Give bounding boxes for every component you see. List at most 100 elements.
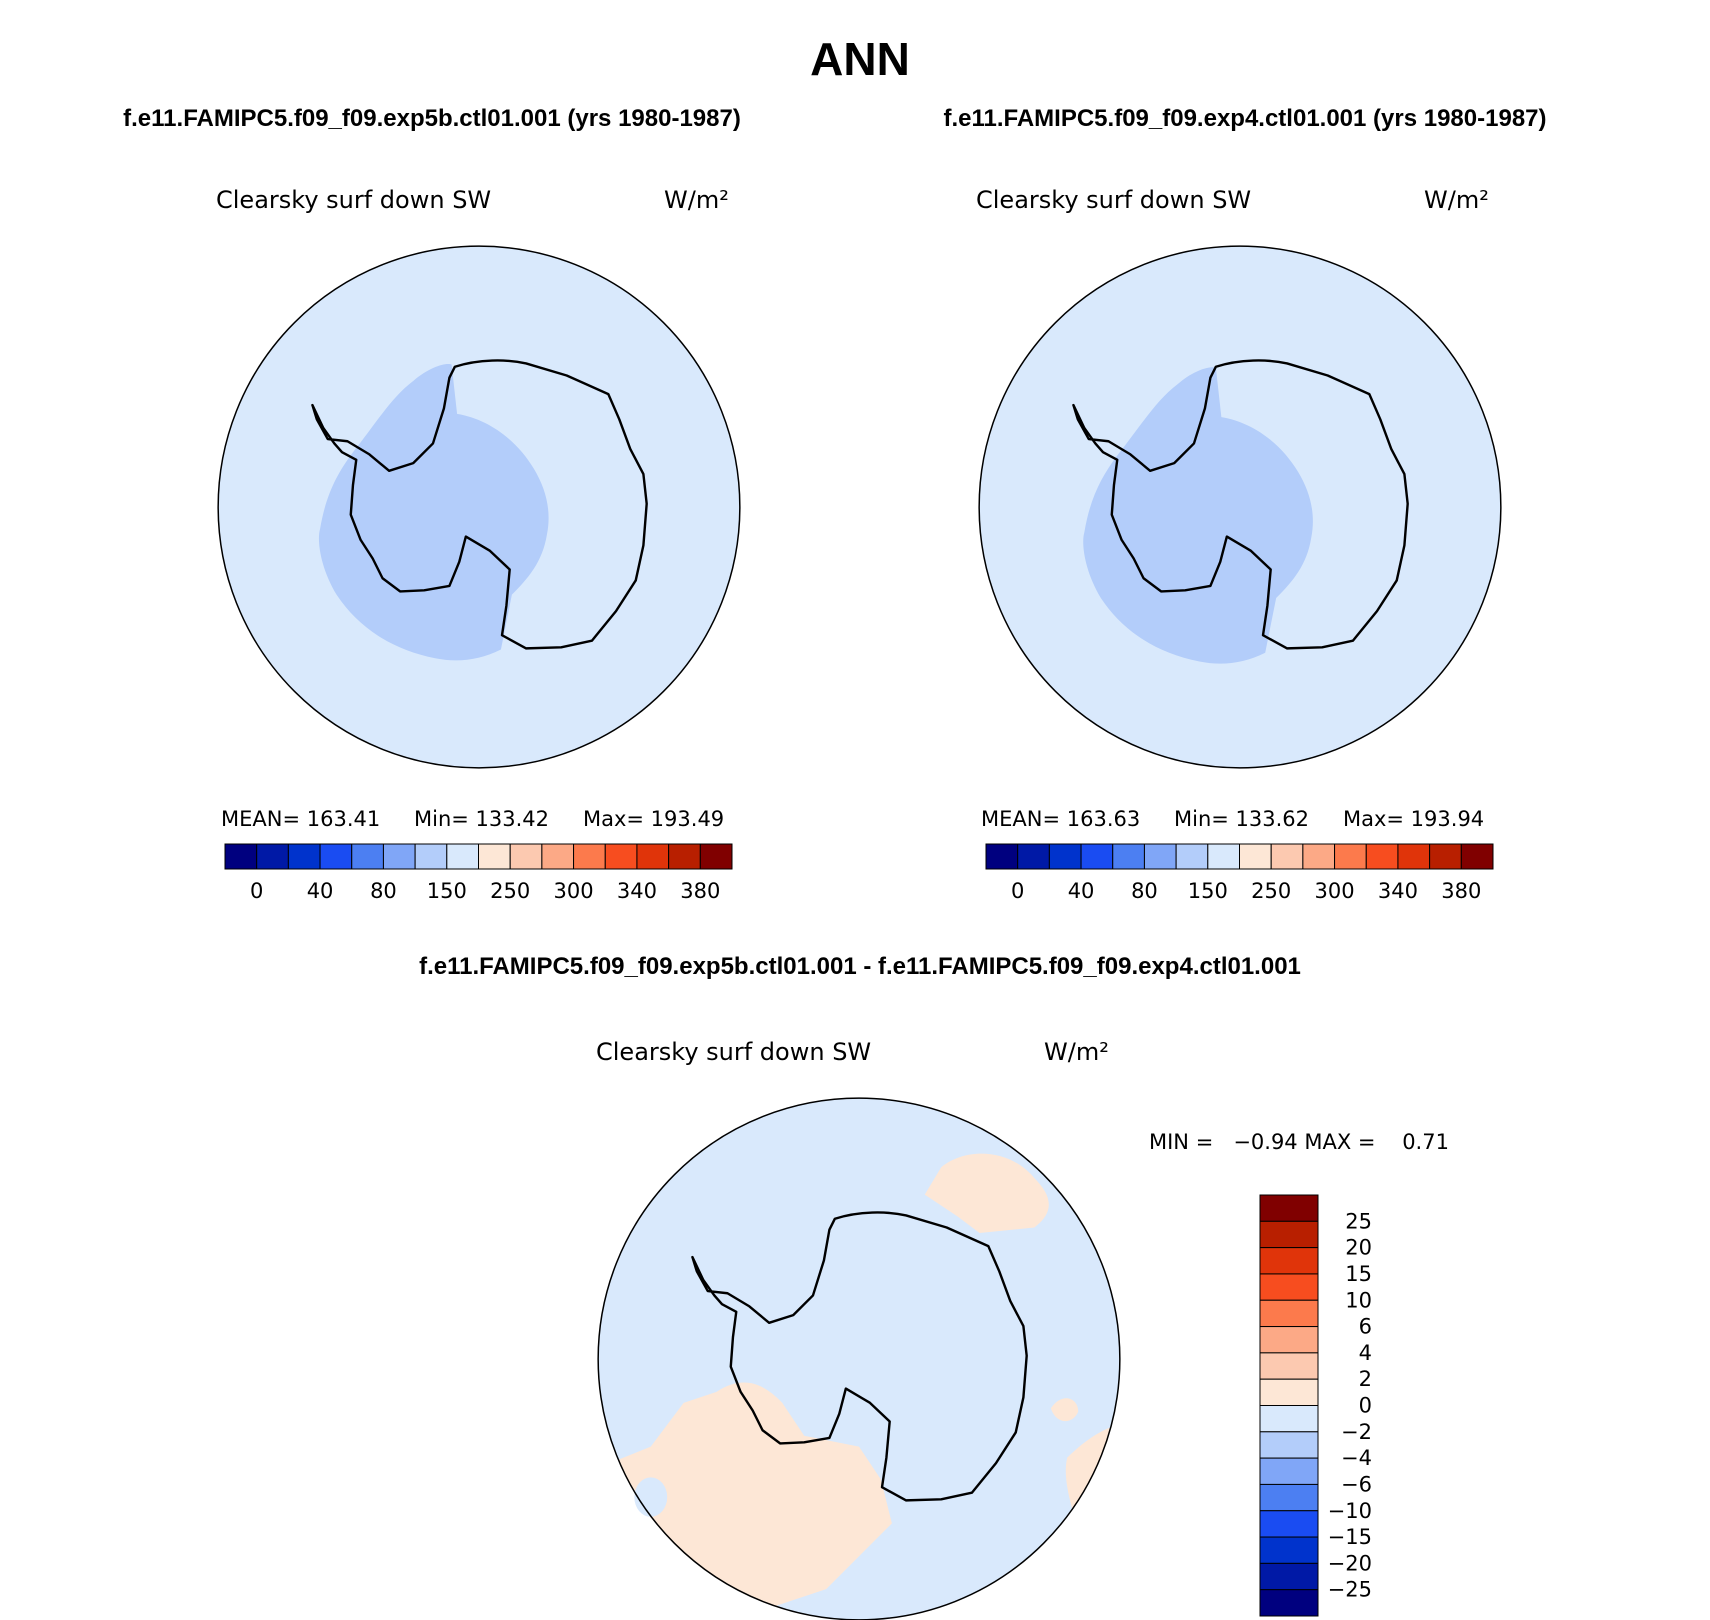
colorbar-label: 15 bbox=[1345, 1262, 1372, 1286]
colorbar-swatch bbox=[636, 843, 670, 870]
colorbar-swatch bbox=[1143, 843, 1177, 870]
polar-map bbox=[979, 246, 1501, 768]
colorbar-label: 40 bbox=[307, 879, 334, 903]
colorbar-label: −2 bbox=[1341, 1420, 1372, 1444]
colorbar-label: −6 bbox=[1341, 1472, 1372, 1496]
colorbar-swatch bbox=[985, 843, 1019, 870]
colorbar-swatch bbox=[604, 843, 638, 870]
colorbar-label: −15 bbox=[1328, 1525, 1372, 1549]
colorbar-swatch bbox=[1259, 1562, 1319, 1591]
colorbar-swatch bbox=[256, 843, 289, 870]
colorbar-label: 80 bbox=[370, 879, 397, 903]
colorbar-label: −20 bbox=[1328, 1551, 1372, 1575]
panel-subtitle: f.e11.FAMIPC5.f09_f09.exp4.ctl01.001 (yr… bbox=[943, 105, 1546, 132]
colorbar-swatch bbox=[1175, 843, 1209, 870]
colorbar-swatch bbox=[1259, 1194, 1319, 1222]
colorbar-swatch bbox=[1017, 843, 1050, 870]
stat-max: Max= 193.94 bbox=[1343, 807, 1484, 831]
colorbar-swatch bbox=[1259, 1378, 1319, 1406]
colorbar-swatch bbox=[541, 843, 575, 870]
colorbar-label: 300 bbox=[1315, 879, 1355, 903]
colorbar-swatch bbox=[573, 843, 606, 870]
colorbar-swatch bbox=[1259, 1405, 1319, 1433]
colorbar-swatch bbox=[1429, 843, 1462, 870]
colorbar-label: 380 bbox=[680, 879, 720, 903]
colorbar-swatch bbox=[1270, 843, 1304, 870]
colorbar-swatch bbox=[1048, 843, 1082, 870]
colorbar-label: −25 bbox=[1328, 1578, 1372, 1602]
colorbar-swatch bbox=[1365, 843, 1399, 870]
stat-min: Min= 133.62 bbox=[1174, 807, 1309, 831]
colorbar-swatch bbox=[1112, 843, 1145, 870]
panel-subtitle: f.e11.FAMIPC5.f09_f09.exp5b.ctl01.001 - … bbox=[419, 953, 1301, 980]
colorbar-label: 340 bbox=[617, 879, 657, 903]
colorbar-swatch bbox=[1259, 1352, 1319, 1380]
colorbar-swatch bbox=[1259, 1483, 1319, 1512]
colorbar-label: 20 bbox=[1345, 1236, 1372, 1260]
colorbar-swatch bbox=[1259, 1273, 1319, 1301]
stat-minmax: MIN = −0.94 MAX = 0.71 bbox=[1149, 1130, 1449, 1154]
colorbar-label: 250 bbox=[1251, 879, 1291, 903]
colorbar-swatch bbox=[1080, 843, 1114, 870]
colorbar-label: 150 bbox=[1188, 879, 1228, 903]
colorbar-swatch bbox=[382, 843, 416, 870]
figure-title: ANN bbox=[810, 33, 910, 85]
colorbar-swatch bbox=[1302, 843, 1336, 870]
polar-map bbox=[218, 246, 740, 768]
colorbar-label: −4 bbox=[1341, 1446, 1372, 1470]
colorbar-swatch bbox=[1259, 1220, 1319, 1249]
stat-mean: MEAN= 163.63 bbox=[981, 807, 1140, 831]
colorbar-label: 150 bbox=[427, 879, 467, 903]
variable-label: Clearsky surf down SW bbox=[976, 186, 1251, 214]
colorbar-swatch bbox=[1259, 1536, 1319, 1564]
colorbar-swatch bbox=[1259, 1510, 1319, 1538]
colorbar-swatch bbox=[1334, 843, 1367, 870]
colorbar-label: 340 bbox=[1378, 879, 1418, 903]
colorbar-swatch bbox=[319, 843, 353, 870]
colorbar-swatch bbox=[1259, 1457, 1319, 1485]
colorbar-label: 250 bbox=[490, 879, 530, 903]
colorbar-label: 10 bbox=[1345, 1288, 1372, 1312]
units-label: W/m² bbox=[1044, 1038, 1109, 1066]
colorbar-label: 80 bbox=[1131, 879, 1158, 903]
colorbar-swatch bbox=[1259, 1247, 1319, 1275]
colorbar-label: 380 bbox=[1441, 879, 1481, 903]
stat-min: Min= 133.42 bbox=[414, 807, 549, 831]
colorbar-label: 6 bbox=[1359, 1315, 1372, 1339]
colorbar-label: 40 bbox=[1068, 879, 1095, 903]
stat-max: Max= 193.49 bbox=[583, 807, 724, 831]
colorbar-swatch bbox=[1259, 1299, 1319, 1328]
colorbar-label: −10 bbox=[1328, 1499, 1372, 1523]
colorbar-label: 2 bbox=[1359, 1367, 1372, 1391]
units-label: W/m² bbox=[664, 186, 729, 214]
colorbar-swatch bbox=[1460, 843, 1494, 870]
colorbar-label: 25 bbox=[1345, 1209, 1372, 1233]
colorbar-label: 0 bbox=[250, 879, 263, 903]
colorbar-swatch bbox=[351, 843, 384, 870]
colorbar-label: 4 bbox=[1359, 1341, 1372, 1365]
stat-mean: MEAN= 163.41 bbox=[221, 807, 380, 831]
colorbar-swatch bbox=[287, 843, 321, 870]
colorbar-label: 0 bbox=[1359, 1394, 1372, 1418]
colorbar-swatch bbox=[1259, 1589, 1319, 1617]
colorbar-swatch bbox=[699, 843, 733, 870]
panel-subtitle: f.e11.FAMIPC5.f09_f09.exp5b.ctl01.001 (y… bbox=[123, 105, 741, 132]
units-label: W/m² bbox=[1424, 186, 1489, 214]
colorbar-label: 0 bbox=[1011, 879, 1024, 903]
colorbar-swatch bbox=[446, 843, 479, 870]
colorbar-swatch bbox=[1259, 1326, 1319, 1354]
colorbar-swatch bbox=[1207, 843, 1240, 870]
polar-map bbox=[596, 1098, 1122, 1620]
colorbar-swatch bbox=[1239, 843, 1272, 870]
variable-label: Clearsky surf down SW bbox=[216, 186, 491, 214]
colorbar-swatch bbox=[478, 843, 511, 870]
variable-label: Clearsky surf down SW bbox=[596, 1038, 871, 1066]
colorbar-swatch bbox=[668, 843, 701, 870]
colorbar-label: 300 bbox=[554, 879, 594, 903]
colorbar-swatch bbox=[414, 843, 448, 870]
colorbar-swatch bbox=[1397, 843, 1431, 870]
colorbar-swatch bbox=[509, 843, 543, 870]
colorbar-swatch bbox=[224, 843, 258, 870]
colorbar-swatch bbox=[1259, 1431, 1319, 1459]
